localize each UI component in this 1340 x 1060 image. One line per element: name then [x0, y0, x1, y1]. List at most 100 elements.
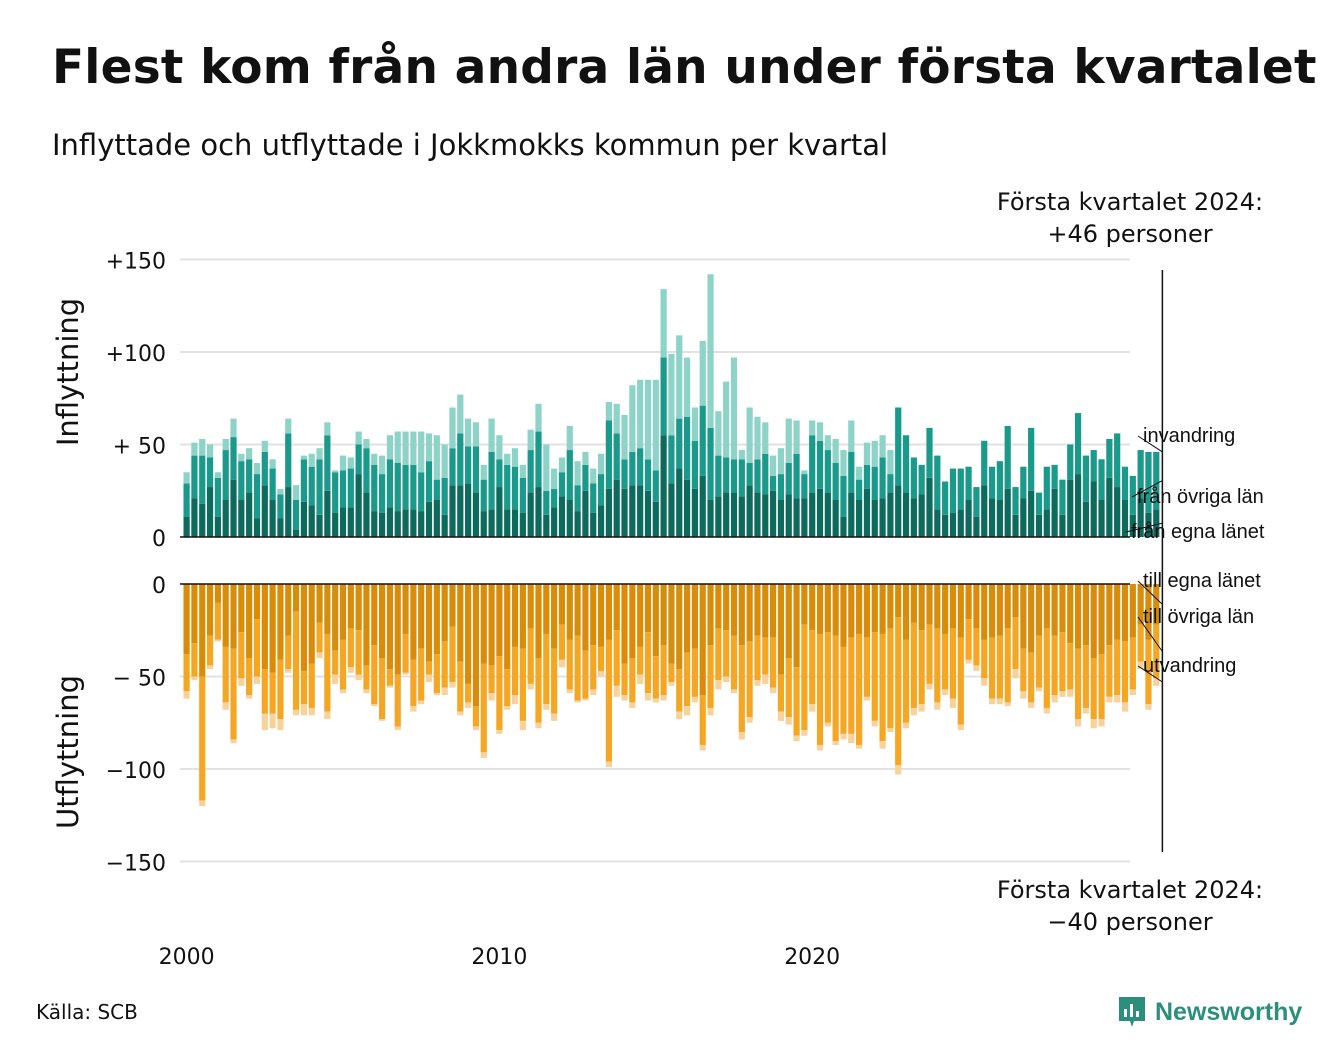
bar-outflow-2: [363, 689, 370, 694]
bar-outflow-0: [652, 584, 659, 657]
bar-inflow-1: [1012, 487, 1019, 515]
bar-inflow-1: [863, 464, 871, 489]
bar-outflow-0: [746, 584, 753, 642]
bar-inflow-1: [269, 468, 276, 500]
bar-outflow-2: [308, 707, 315, 716]
bar-outflow-2: [785, 717, 792, 725]
bar-inflow-2: [183, 472, 190, 484]
bar-inflow-1: [199, 455, 206, 504]
bar-inflow-1: [527, 450, 534, 493]
bar-inflow-0: [472, 492, 480, 537]
leader-line-till-egna-lanet: [1137, 580, 1163, 605]
bar-outflow-2: [715, 680, 722, 690]
bar-inflow-2: [238, 453, 245, 462]
bar-inflow-2: [308, 453, 315, 467]
y-tick-label: +150: [106, 250, 166, 275]
bar-inflow-1: [394, 463, 401, 512]
bar-outflow-1: [199, 676, 206, 801]
bar-inflow-2: [707, 274, 714, 428]
bar-inflow-2: [590, 468, 597, 484]
bar-inflow-2: [292, 485, 300, 500]
bar-inflow-1: [738, 459, 745, 497]
bar-inflow-1: [1106, 438, 1113, 478]
bar-outflow-1: [942, 633, 949, 690]
bar-inflow-1: [292, 500, 300, 530]
bar-inflow-1: [230, 437, 237, 480]
bar-outflow-0: [1106, 584, 1113, 646]
bar-inflow-0: [871, 500, 878, 537]
bar-inflow-1: [519, 477, 526, 513]
bar-outflow-0: [840, 584, 847, 647]
bar-inflow-1: [1051, 464, 1058, 489]
bar-outflow-1: [363, 665, 370, 690]
bar-outflow-0: [394, 584, 401, 675]
bar-inflow-0: [613, 479, 620, 537]
bar-outflow-1: [465, 683, 472, 703]
y-tick-label: −100: [106, 759, 166, 784]
bar-outflow-2: [949, 698, 957, 708]
bar-outflow-2: [566, 689, 573, 694]
bar-outflow-1: [246, 658, 253, 695]
bar-outflow-0: [1121, 584, 1129, 642]
bar-outflow-0: [730, 584, 738, 636]
bar-inflow-0: [723, 492, 730, 537]
bar-inflow-1: [785, 463, 792, 495]
bar-inflow-0: [683, 479, 691, 537]
bar-outflow-0: [707, 584, 714, 646]
bar-outflow-2: [988, 698, 996, 705]
bar-inflow-0: [621, 488, 628, 537]
bar-outflow-0: [543, 584, 550, 634]
bar-inflow-0: [660, 435, 667, 537]
bar-inflow-0: [676, 468, 683, 537]
bar-outflow-2: [574, 700, 581, 703]
bar-outflow-1: [433, 654, 440, 694]
bar-inflow-2: [574, 461, 581, 486]
bar-outflow-2: [902, 722, 910, 729]
bar-outflow-2: [324, 711, 331, 720]
bar-outflow-0: [199, 584, 206, 677]
bar-outflow-0: [269, 584, 276, 673]
bar-outflow-0: [379, 584, 386, 658]
bar-outflow-0: [621, 584, 628, 664]
bar-outflow-0: [590, 584, 597, 646]
bar-inflow-2: [300, 455, 307, 460]
bar-inflow-2: [386, 435, 394, 460]
bar-inflow-1: [1004, 426, 1011, 489]
bar-outflow-0: [410, 584, 417, 660]
series-label-till-egna-lanet: till egna länet: [1143, 570, 1261, 592]
bar-outflow-2: [527, 683, 534, 690]
bar-outflow-2: [691, 696, 698, 703]
bar-outflow-2: [934, 702, 941, 710]
bar-outflow-0: [816, 584, 824, 634]
bar-inflow-1: [238, 461, 245, 500]
bar-outflow-1: [910, 622, 917, 708]
bar-outflow-2: [699, 744, 706, 751]
bar-outflow-1: [949, 628, 957, 699]
bar-inflow-2: [691, 407, 698, 441]
bar-outflow-1: [261, 669, 268, 714]
bar-inflow-0: [488, 509, 495, 537]
bar-outflow-2: [1145, 704, 1152, 710]
bar-outflow-2: [1082, 707, 1089, 714]
bar-outflow-0: [644, 584, 652, 633]
bar-inflow-0: [1090, 481, 1097, 537]
bar-inflow-1: [590, 483, 597, 513]
bar-inflow-1: [1074, 413, 1082, 475]
bar-inflow-1: [809, 435, 816, 493]
bar-inflow-1: [386, 459, 394, 508]
bar-inflow-0: [300, 501, 307, 537]
bar-outflow-1: [496, 656, 503, 731]
bar-outflow-2: [511, 695, 519, 705]
bar-outflow-1: [840, 646, 847, 734]
bar-outflow-0: [246, 584, 253, 658]
bar-outflow-2: [300, 704, 307, 716]
bar-outflow-2: [261, 713, 268, 731]
series-label-fran-egna-lanet: från egna länet: [1131, 521, 1265, 543]
bar-outflow-1: [754, 635, 761, 681]
leader-line-till-ovriga-lan: [1137, 616, 1163, 652]
bar-outflow-1: [1153, 624, 1160, 679]
bar-inflow-2: [660, 289, 667, 358]
bar-outflow-0: [316, 584, 323, 623]
bar-inflow-1: [707, 427, 714, 500]
